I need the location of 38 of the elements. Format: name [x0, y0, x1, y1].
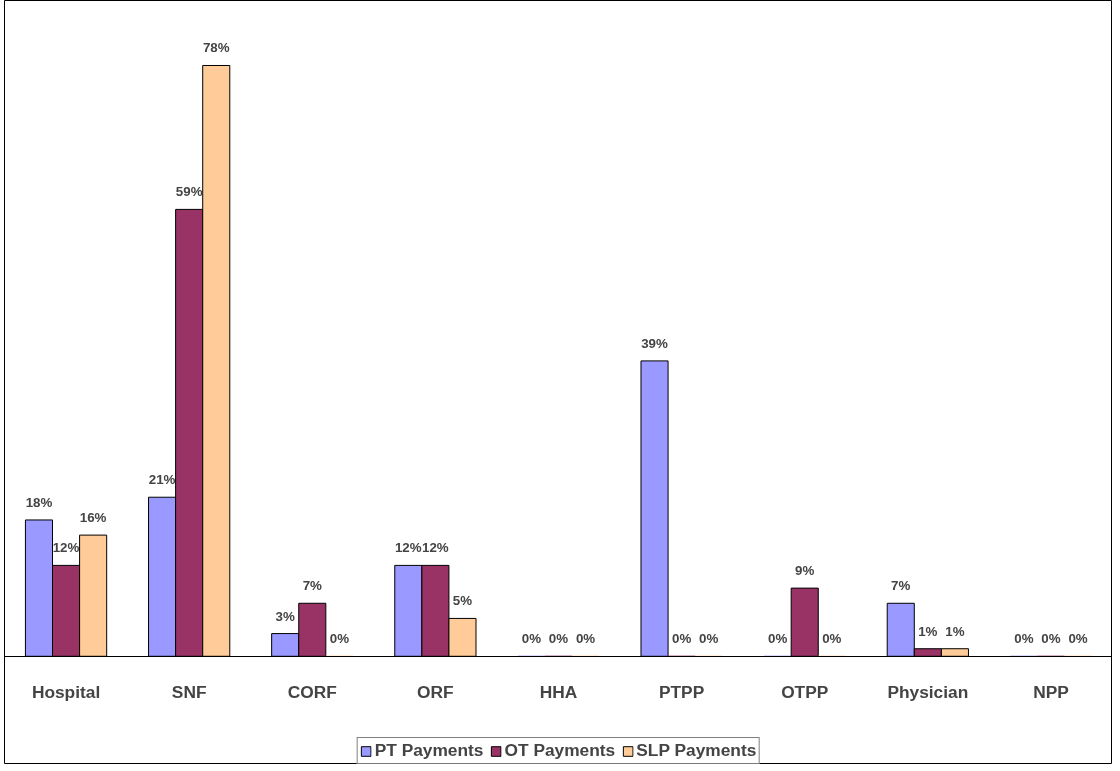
- data-label: 7%: [891, 578, 911, 594]
- data-label: 0%: [768, 631, 788, 647]
- data-label: 39%: [641, 335, 669, 351]
- data-label: 7%: [302, 578, 323, 594]
- data-label: 0%: [699, 631, 719, 647]
- legend-label: OT Payments: [504, 740, 616, 761]
- data-label: 12%: [394, 540, 422, 556]
- x-tick-label: ORF: [417, 682, 454, 703]
- x-tick-label: SNF: [171, 682, 207, 703]
- x-tick-label: OTPP: [781, 682, 829, 703]
- data-label: 0%: [1068, 631, 1088, 647]
- data-label: 16%: [79, 510, 107, 526]
- data-label: 1%: [918, 623, 938, 639]
- data-label: 1%: [945, 623, 965, 639]
- data-label: 3%: [275, 608, 295, 624]
- x-tick-label: CORF: [287, 682, 337, 703]
- data-label: 12%: [52, 540, 80, 556]
- data-label: 0%: [575, 631, 596, 647]
- data-label: 12%: [422, 540, 449, 556]
- x-tick-label: NPP: [1033, 682, 1069, 703]
- data-label: 0%: [329, 631, 350, 647]
- data-label: 0%: [1041, 631, 1061, 647]
- data-label: 18%: [25, 494, 53, 510]
- legend-label: PT Payments: [374, 740, 484, 761]
- data-label: 0%: [671, 631, 692, 647]
- legend-label: SLP Payments: [636, 740, 757, 761]
- x-tick-label: HHA: [539, 682, 578, 703]
- x-tick-label: PTPP: [658, 682, 705, 703]
- x-tick-label: Physician: [887, 682, 969, 703]
- x-tick-label: Hospital: [31, 682, 101, 703]
- data-label: 0%: [521, 631, 542, 647]
- data-label: 21%: [148, 472, 176, 488]
- data-label: 78%: [202, 40, 230, 56]
- data-label: 0%: [1014, 631, 1034, 647]
- data-label: 5%: [452, 593, 473, 609]
- data-label: 0%: [548, 631, 569, 647]
- data-label: 0%: [822, 631, 842, 647]
- data-label: 9%: [795, 563, 815, 579]
